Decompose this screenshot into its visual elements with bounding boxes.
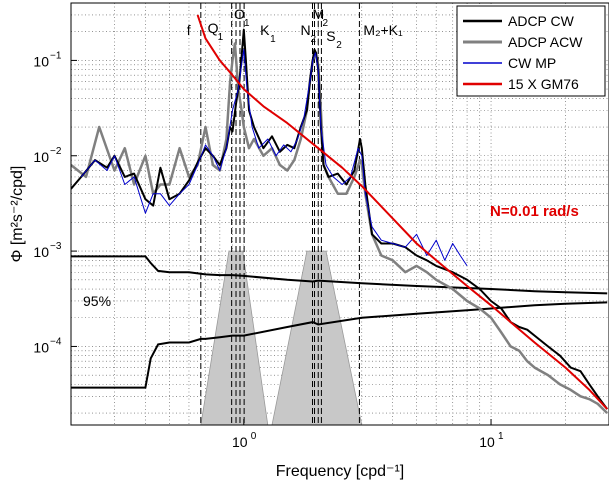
frequency-subscript: 2 (336, 40, 342, 51)
frequency-label: M₂+K₁ (363, 22, 403, 38)
legend-label: CW MP (508, 55, 556, 71)
legend-label: ADCP CW (508, 13, 575, 29)
legend: ADCP CW ADCP ACW CW MP 15 X GM76 (456, 5, 606, 97)
y-tick-label: 10 (33, 339, 49, 355)
frequency-subscript: 1 (244, 18, 250, 29)
x-tick-label: 10 (232, 434, 248, 450)
filter-bands (200, 250, 363, 425)
y-tick-label: 10 (33, 149, 49, 165)
frequency-label: K (260, 22, 270, 38)
legend-label: ADCP ACW (508, 34, 583, 50)
frequency-label: f (187, 22, 191, 38)
series-line (80, 49, 468, 267)
frequency-subscript: 2 (310, 34, 316, 45)
x-axis-label: Frequency [cpd⁻¹] (276, 463, 405, 480)
frequency-label: N (300, 22, 310, 38)
frequency-label: Q (208, 20, 219, 36)
confidence-label: 95% (83, 293, 111, 309)
y-axis-label: Φ [m²s⁻²/cpd] (9, 166, 26, 263)
n-annotation: N=0.01 rad/s (490, 203, 579, 220)
x-tick-label: 10 (479, 434, 495, 450)
legend-label: 15 X GM76 (508, 76, 579, 92)
frequency-label: S (326, 28, 335, 44)
confidence-curve (71, 301, 608, 389)
filter-band (200, 250, 269, 425)
plot-frame (70, 2, 609, 426)
y-tick-exponent: −4 (50, 336, 62, 347)
x-tick-exponent: 0 (251, 431, 257, 442)
y-tick-exponent: −2 (50, 146, 62, 157)
frequency-subscript: 1 (270, 34, 276, 45)
filter-band (271, 250, 363, 425)
data-series (71, 14, 609, 414)
series-line (196, 14, 608, 410)
y-tick-label: 10 (33, 53, 49, 69)
axis-ticks: 10 0 10 110 −410 −310 −210 −1 (33, 50, 504, 450)
y-tick-exponent: −1 (50, 50, 62, 61)
x-tick-exponent: 1 (498, 431, 504, 442)
y-tick-exponent: −3 (50, 241, 62, 252)
frequency-subscript: 2 (323, 18, 329, 29)
frequency-subscript: 1 (218, 32, 224, 43)
y-tick-label: 10 (33, 244, 49, 260)
